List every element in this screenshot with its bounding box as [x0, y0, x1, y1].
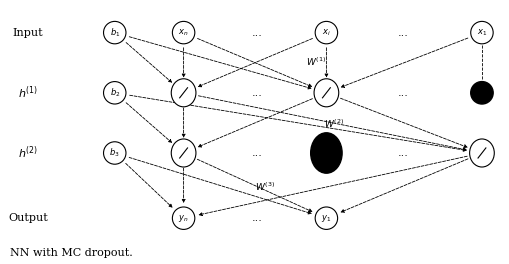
Ellipse shape	[103, 21, 126, 44]
Text: $x_1$: $x_1$	[476, 27, 486, 38]
Text: $b_2$: $b_2$	[109, 87, 120, 99]
Text: Input: Input	[13, 28, 43, 37]
Ellipse shape	[103, 142, 126, 164]
Text: $h^{(2)}$: $h^{(2)}$	[18, 145, 38, 161]
Text: $W^{(2)}$: $W^{(2)}$	[323, 118, 343, 130]
Ellipse shape	[470, 82, 492, 104]
Text: $W^{(1)}$: $W^{(1)}$	[305, 55, 325, 68]
Text: $x_n$: $x_n$	[178, 27, 188, 38]
Text: $b_3$: $b_3$	[109, 147, 120, 159]
Text: ...: ...	[251, 88, 263, 98]
Text: ...: ...	[397, 148, 408, 158]
Ellipse shape	[315, 207, 337, 229]
Ellipse shape	[310, 133, 342, 173]
Ellipse shape	[470, 21, 492, 44]
Ellipse shape	[103, 82, 126, 104]
Text: $b_1$: $b_1$	[109, 26, 120, 39]
Text: $y_1$: $y_1$	[321, 213, 331, 224]
Ellipse shape	[171, 79, 195, 107]
Ellipse shape	[469, 139, 493, 167]
Ellipse shape	[171, 139, 195, 167]
Text: $x_i$: $x_i$	[321, 27, 330, 38]
Text: ...: ...	[397, 88, 408, 98]
Ellipse shape	[314, 79, 338, 107]
Text: $y_n$: $y_n$	[178, 213, 188, 224]
Text: $W^{(3)}$: $W^{(3)}$	[254, 181, 274, 193]
Ellipse shape	[172, 21, 194, 44]
Text: Output: Output	[8, 213, 48, 223]
Text: ...: ...	[251, 148, 263, 158]
Ellipse shape	[172, 207, 194, 229]
Text: ...: ...	[251, 213, 263, 223]
Text: ...: ...	[251, 28, 263, 37]
Text: $h^{(1)}$: $h^{(1)}$	[18, 84, 38, 101]
Text: NN with MC dropout.: NN with MC dropout.	[10, 248, 133, 258]
Ellipse shape	[315, 21, 337, 44]
Text: ...: ...	[397, 28, 408, 37]
